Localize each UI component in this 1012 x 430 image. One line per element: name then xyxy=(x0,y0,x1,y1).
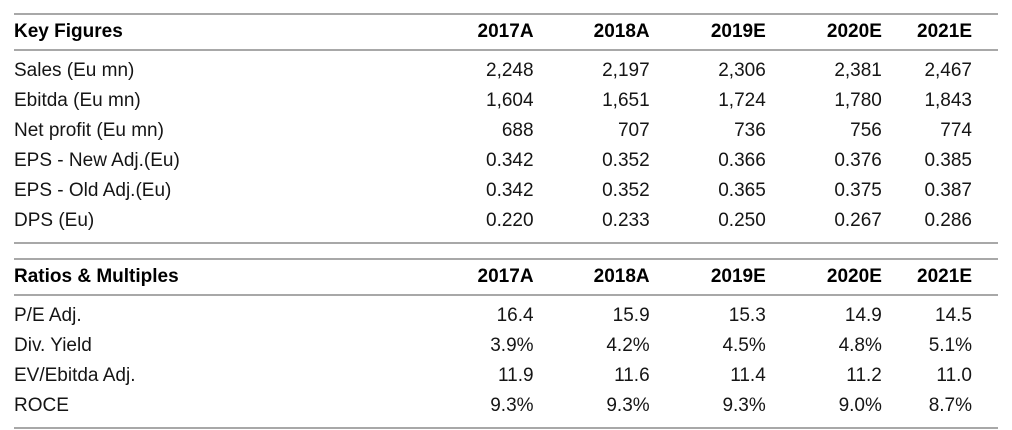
cell-eps-new-adj-eu-2017a: 0.342 xyxy=(486,150,534,171)
cell-roce-2019e: 9.3% xyxy=(722,395,766,416)
cell-div-yield-2017a: 3.9% xyxy=(490,335,534,356)
cell-div-yield-2020e: 4.8% xyxy=(838,335,882,356)
row-label: EPS - New Adj.(Eu) xyxy=(14,150,180,171)
table-row-roce: ROCE 9.3% 9.3% 9.3% 9.0% 8.7% xyxy=(14,391,998,428)
table-row-p-e-adj: P/E Adj. 16.4 15.9 15.3 14.9 14.5 xyxy=(14,295,998,331)
table-row-eps-old-adj-eu: EPS - Old Adj.(Eu) 0.342 0.352 0.365 0.375 0.… xyxy=(14,176,998,206)
row-label: ROCE xyxy=(14,395,69,416)
key-figures-header: Key Figures 2017A 2018A 2019E 2020E 2021E xyxy=(14,14,998,50)
table-row-eps-new-adj-eu: EPS - New Adj.(Eu) 0.342 0.352 0.366 0.376 0.… xyxy=(14,146,998,176)
table-row-ebitda-eu-mn: Ebitda (Eu mn) 1,604 1,651 1,724 1,780 1,843 xyxy=(14,86,998,116)
cell-p-e-adj-2020e: 14.9 xyxy=(844,305,882,326)
column-header-2017a: 2017A xyxy=(477,21,534,42)
cell-p-e-adj-2017a: 16.4 xyxy=(496,305,534,326)
column-header-2019e: 2019E xyxy=(710,21,766,42)
cell-roce-2017a: 9.3% xyxy=(490,395,534,416)
ratios-multiples-table: Ratios & Multiples 2017A 2018A 2019E 2020E 20… xyxy=(14,258,998,429)
cell-ev-ebitda-adj-2019e: 11.4 xyxy=(730,365,766,386)
cell-ev-ebitda-adj-2017a: 11.9 xyxy=(497,365,534,386)
cell-ebitda-eu-mn-2018a: 1,651 xyxy=(602,90,650,111)
key-figures-body: Sales (Eu mn) 2,248 2,197 2,306 2,381 2,467 Eb… xyxy=(14,50,998,243)
cell-ev-ebitda-adj-2018a: 11.6 xyxy=(614,365,650,386)
row-label: Ebitda (Eu mn) xyxy=(14,90,141,111)
row-label: Net profit (Eu mn) xyxy=(14,120,164,141)
column-header-2019e: 2019E xyxy=(710,266,766,287)
cell-ev-ebitda-adj-2021e: 11.0 xyxy=(936,365,972,386)
cell-eps-new-adj-eu-2018a: 0.352 xyxy=(602,150,650,171)
table-row-div-yield: Div. Yield 3.9% 4.2% 4.5% 4.8% 5.1% xyxy=(14,331,998,361)
cell-p-e-adj-2021e: 14.5 xyxy=(935,305,972,326)
cell-dps-eu-2017a: 0.220 xyxy=(486,210,534,231)
cell-sales-eu-mn-2019e: 2,306 xyxy=(718,60,766,81)
cell-dps-eu-2021e: 0.286 xyxy=(924,210,972,231)
cell-ev-ebitda-adj-2020e: 11.2 xyxy=(846,365,882,386)
column-header-2018a: 2018A xyxy=(593,21,650,42)
cell-eps-new-adj-eu-2019e: 0.366 xyxy=(718,150,766,171)
cell-net-profit-eu-mn-2018a: 707 xyxy=(617,120,650,141)
cell-net-profit-eu-mn-2019e: 736 xyxy=(734,120,766,141)
cell-ebitda-eu-mn-2020e: 1,780 xyxy=(834,90,882,111)
cell-div-yield-2019e: 4.5% xyxy=(722,335,766,356)
cell-ebitda-eu-mn-2021e: 1,843 xyxy=(924,90,972,111)
ratios-multiples-title: Ratios & Multiples xyxy=(14,266,179,287)
cell-net-profit-eu-mn-2021e: 774 xyxy=(940,120,972,141)
cell-sales-eu-mn-2017a: 2,248 xyxy=(486,60,534,81)
cell-p-e-adj-2018a: 15.9 xyxy=(612,305,650,326)
row-label: Sales (Eu mn) xyxy=(14,60,135,81)
cell-eps-old-adj-eu-2017a: 0.342 xyxy=(486,180,534,201)
cell-p-e-adj-2019e: 15.3 xyxy=(728,305,766,326)
row-label: EV/Ebitda Adj. xyxy=(14,365,136,386)
cell-ebitda-eu-mn-2019e: 1,724 xyxy=(718,90,766,111)
cell-div-yield-2018a: 4.2% xyxy=(606,335,650,356)
table-row-sales-eu-mn: Sales (Eu mn) 2,248 2,197 2,306 2,381 2,467 xyxy=(14,50,998,86)
table-row-ev-ebitda-adj: EV/Ebitda Adj. 11.9 11.6 11.4 11.2 11.0 xyxy=(14,361,998,391)
column-header-2021e: 2021E xyxy=(917,21,972,42)
cell-roce-2018a: 9.3% xyxy=(606,395,650,416)
cell-eps-old-adj-eu-2018a: 0.352 xyxy=(602,180,650,201)
row-label: EPS - Old Adj.(Eu) xyxy=(14,180,172,201)
header-row: Ratios & Multiples 2017A 2018A 2019E 2020E 20… xyxy=(14,259,998,295)
key-figures-grid: Key Figures 2017A 2018A 2019E 2020E 2021E Sal… xyxy=(14,13,998,244)
table-row-net-profit-eu-mn: Net profit (Eu mn) 688 707 736 756 774 xyxy=(14,116,998,146)
row-label: Div. Yield xyxy=(14,335,92,356)
cell-roce-2021e: 8.7% xyxy=(928,395,972,416)
table-row-dps-eu: DPS (Eu) 0.220 0.233 0.250 0.267 0.286 xyxy=(14,206,998,243)
cell-dps-eu-2019e: 0.250 xyxy=(718,210,766,231)
ratios-multiples-grid: Ratios & Multiples 2017A 2018A 2019E 2020E 20… xyxy=(14,258,998,429)
cell-eps-old-adj-eu-2019e: 0.365 xyxy=(718,180,766,201)
cell-roce-2020e: 9.0% xyxy=(838,395,882,416)
column-header-2021e: 2021E xyxy=(917,266,972,287)
cell-dps-eu-2020e: 0.267 xyxy=(834,210,882,231)
cell-ebitda-eu-mn-2017a: 1,604 xyxy=(486,90,534,111)
cell-sales-eu-mn-2018a: 2,197 xyxy=(602,60,650,81)
cell-eps-new-adj-eu-2021e: 0.385 xyxy=(924,150,972,171)
column-header-2018a: 2018A xyxy=(593,266,650,287)
cell-eps-new-adj-eu-2020e: 0.376 xyxy=(834,150,882,171)
row-label: P/E Adj. xyxy=(14,305,82,326)
column-header-2020e: 2020E xyxy=(826,21,882,42)
cell-sales-eu-mn-2021e: 2,467 xyxy=(924,60,972,81)
key-figures-table: Key Figures 2017A 2018A 2019E 2020E 2021E Sal… xyxy=(14,13,998,244)
key-figures-title: Key Figures xyxy=(14,21,123,42)
header-row: Key Figures 2017A 2018A 2019E 2020E 2021E xyxy=(14,14,998,50)
row-label: DPS (Eu) xyxy=(14,210,95,231)
cell-net-profit-eu-mn-2017a: 688 xyxy=(501,120,534,141)
column-header-2017a: 2017A xyxy=(477,266,534,287)
cell-eps-old-adj-eu-2020e: 0.375 xyxy=(834,180,882,201)
cell-dps-eu-2018a: 0.233 xyxy=(602,210,650,231)
ratios-multiples-header: Ratios & Multiples 2017A 2018A 2019E 2020E 20… xyxy=(14,259,998,295)
cell-div-yield-2021e: 5.1% xyxy=(928,335,972,356)
ratios-multiples-body: P/E Adj. 16.4 15.9 15.3 14.9 14.5 Div. Yield 3.… xyxy=(14,295,998,428)
cell-sales-eu-mn-2020e: 2,381 xyxy=(834,60,882,81)
cell-net-profit-eu-mn-2020e: 756 xyxy=(850,120,882,141)
column-header-2020e: 2020E xyxy=(826,266,882,287)
cell-eps-old-adj-eu-2021e: 0.387 xyxy=(924,180,972,201)
